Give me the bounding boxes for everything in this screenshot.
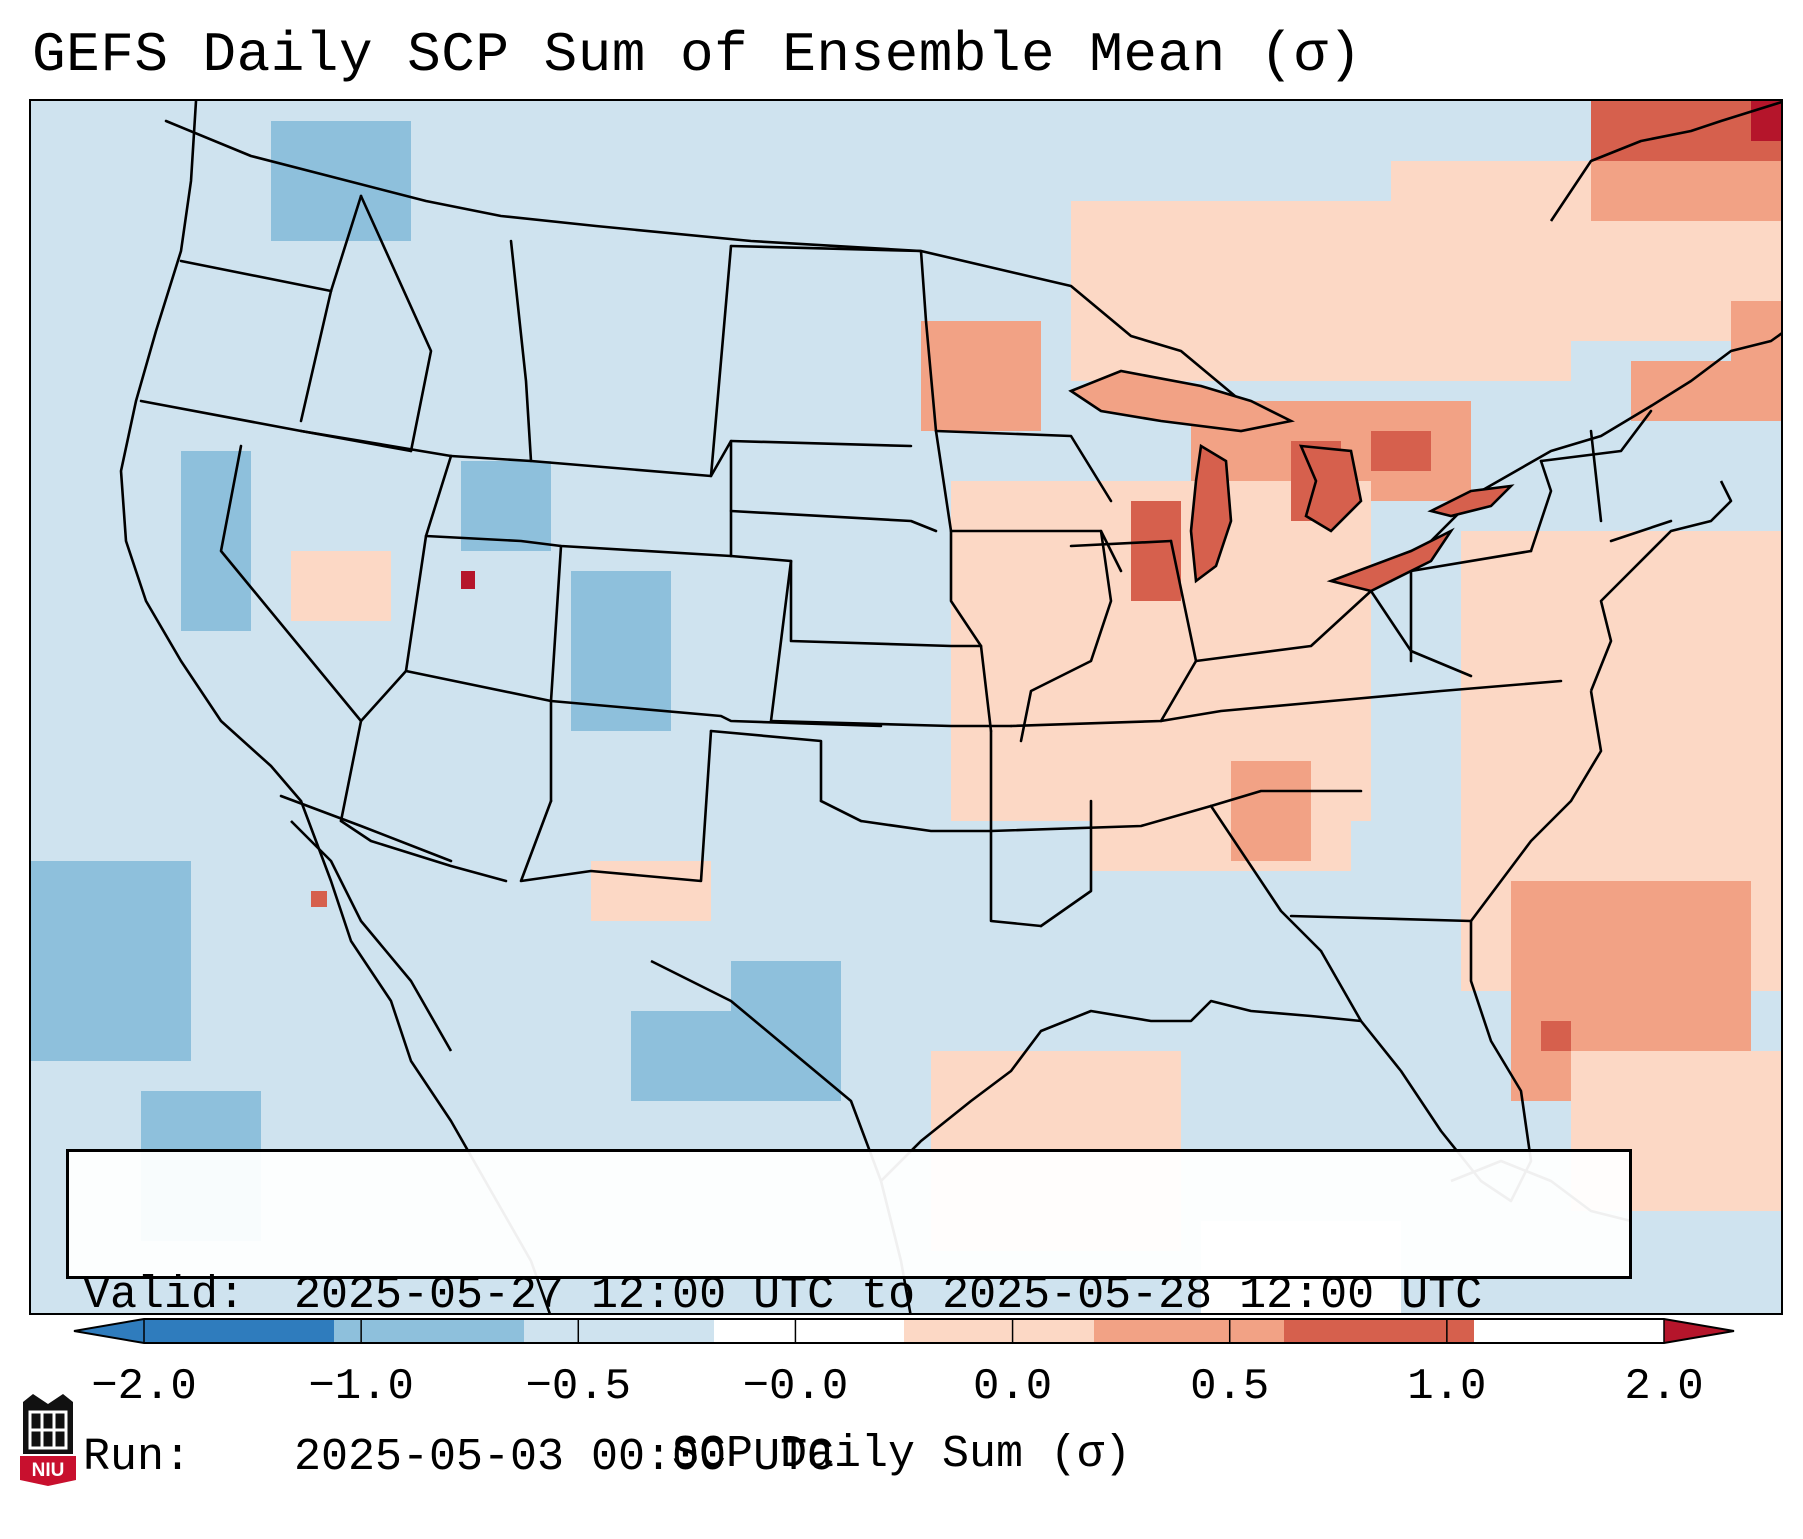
anomaly-cell (271, 121, 411, 241)
colorbar-segment (1284, 1319, 1474, 1343)
great-lakes (1068, 369, 1515, 593)
valid-label: Valid: (83, 1270, 246, 1321)
anomaly-cell (1091, 731, 1351, 871)
anomaly-cell (1731, 301, 1781, 421)
page-title: GEFS Daily SCP Sum of Ensemble Mean (σ) (32, 23, 1363, 87)
state-boundaries (119, 101, 1673, 953)
valid-line: Valid: 2025-05-27 12:00 UTC to 2025-05-28… (83, 1269, 1629, 1323)
colorbar-tick-label: −2.0 (91, 1362, 197, 1412)
anomaly-cell (591, 861, 711, 921)
colorbar-label: SCP Daily Sum (σ) (671, 1429, 1132, 1480)
run-line: Run: 2025-05-03 00:00 UTC (83, 1431, 1629, 1485)
anomaly-cell (31, 861, 191, 1061)
anomaly-cell (1631, 101, 1691, 131)
run-label: Run: (83, 1432, 192, 1483)
colorbar-segment (144, 1319, 334, 1343)
run-value: 2025-05-03 00:00 UTC (294, 1432, 835, 1483)
colorbar-segment (1664, 1319, 1734, 1343)
anomaly-cell (181, 451, 251, 631)
colorbar-segments (74, 1319, 1734, 1343)
colorbar-tick-label: 1.0 (1407, 1362, 1487, 1412)
anomaly-cell (1371, 431, 1431, 471)
valid-value: 2025-05-27 12:00 UTC to 2025-05-28 12:00… (294, 1270, 1483, 1321)
map-panel (29, 99, 1783, 1315)
colorbar-segment (334, 1319, 524, 1343)
colorbar-tick-label: −1.0 (308, 1362, 414, 1412)
anomaly-cell (461, 461, 551, 551)
colorbar-segment (524, 1319, 714, 1343)
colorbar-segment (74, 1319, 144, 1343)
colorbar-tick-label: −0.5 (525, 1362, 632, 1412)
anomaly-cell (1231, 761, 1311, 861)
anomaly-cell (1541, 1021, 1571, 1051)
anomaly-cell (461, 571, 475, 589)
colorbar-tick-label: 2.0 (1624, 1362, 1704, 1412)
colorbar-tick-label: 0.5 (1190, 1362, 1270, 1412)
scp-anomaly-map (31, 101, 1781, 1313)
anomaly-cell (291, 551, 391, 621)
niu-logo-text: NIU (32, 1460, 65, 1481)
colorbar-tick-label: −0.0 (742, 1362, 849, 1412)
valid-time-box: Valid: 2025-05-27 12:00 UTC to 2025-05-28… (66, 1149, 1632, 1483)
anomaly-cell (921, 321, 1041, 431)
anomaly-cell (631, 1011, 751, 1101)
colorbar-segment (714, 1319, 904, 1343)
colorbar-tick-label: 0.0 (972, 1362, 1053, 1412)
coastlines (290, 101, 1781, 1313)
anomaly-cell (1631, 361, 1731, 421)
colorbar (73, 1318, 1735, 1344)
niu-logo: NIU (20, 1394, 76, 1486)
colorbar-segment (1094, 1319, 1284, 1343)
colorbar-segment (904, 1319, 1094, 1343)
anomaly-cell (311, 891, 327, 907)
